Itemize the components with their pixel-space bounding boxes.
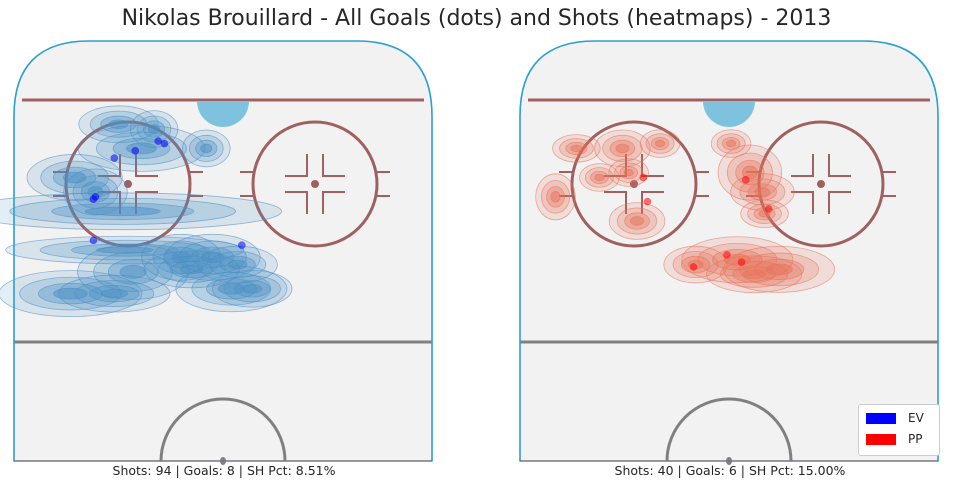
shot-heat-contour: [765, 263, 793, 276]
shot-heat-contour: [594, 173, 605, 182]
shot-heat-contour: [242, 284, 263, 294]
shot-heat-contour: [754, 187, 771, 197]
shot-heat-contour: [550, 190, 561, 203]
legend-item-pp: PP: [866, 431, 922, 447]
rink-surface: [14, 41, 432, 461]
goal-dot: [741, 176, 750, 184]
hash-mark: [604, 191, 627, 214]
goal-dot: [643, 197, 652, 206]
hash-mark: [135, 154, 158, 177]
goal-dot: [110, 154, 119, 162]
goal-dot: [89, 236, 98, 245]
hash-mark: [98, 154, 121, 177]
shot-heat-contour: [119, 264, 147, 279]
shot-heat-contour: [53, 287, 88, 300]
chart-title: Nikolas Brouillard - All Goals (dots) an…: [121, 6, 832, 31]
hash-mark: [828, 154, 851, 177]
shot-heat-contour: [615, 143, 630, 154]
legend-item-ev: EV: [866, 410, 924, 426]
hash-mark: [791, 154, 814, 177]
goal-crease: [197, 101, 249, 127]
shot-heat-contour: [96, 246, 154, 254]
hash-mark: [285, 191, 308, 214]
shot-heat-contour: [147, 124, 161, 134]
goal-crease: [703, 101, 755, 127]
goal-dot: [89, 195, 98, 204]
shot-heat-contour: [623, 168, 634, 177]
goal-dot: [737, 258, 746, 266]
hash-mark: [322, 154, 345, 177]
goal-dot: [154, 137, 163, 145]
goal-dot: [764, 205, 773, 213]
hash-mark: [791, 191, 814, 214]
shot-heat-contour: [725, 139, 737, 148]
shot-heat-contour: [570, 144, 583, 153]
rink-panel-pp: [519, 40, 939, 465]
legend-label-pp: PP: [908, 432, 923, 446]
center-circle: [159, 397, 287, 462]
rink-boards: [13, 40, 433, 462]
hash-mark: [828, 191, 851, 214]
pp-caption: Shots: 40 | Goals: 6 | SH Pct: 15.00%: [614, 463, 846, 478]
goal-dot: [131, 146, 140, 155]
shot-heat-contour: [227, 259, 248, 270]
hash-mark: [135, 191, 158, 214]
faceoff-dot: [311, 180, 319, 188]
center-circle: [665, 397, 793, 462]
goal-dot: [160, 139, 169, 148]
faceoff-dot: [817, 180, 825, 188]
legend-swatch-pp: [866, 433, 896, 445]
rink-boards: [519, 40, 939, 462]
legend-label-ev: EV: [908, 411, 924, 425]
shot-heat-contour: [200, 143, 213, 154]
shot-heat-contour: [84, 206, 161, 217]
shot-heat-contour: [654, 139, 666, 148]
hash-mark: [285, 154, 308, 177]
faceoff-circle: [251, 120, 379, 248]
goal-dot: [689, 263, 698, 271]
ev-caption: Shots: 94 | Goals: 8 | SH Pct: 8.51%: [112, 463, 336, 478]
shot-heat-contour: [108, 119, 129, 129]
hash-mark: [641, 191, 664, 214]
goal-dot: [639, 173, 648, 182]
hash-mark: [322, 191, 345, 214]
shot-heat-contour: [742, 269, 766, 279]
legend-swatch-ev: [866, 412, 896, 424]
goal-dot: [723, 251, 731, 259]
shot-heat-contour: [630, 216, 645, 226]
goal-dot: [237, 241, 246, 250]
legend: EV PP: [858, 404, 940, 456]
rink-panel-ev: [0, 40, 433, 465]
